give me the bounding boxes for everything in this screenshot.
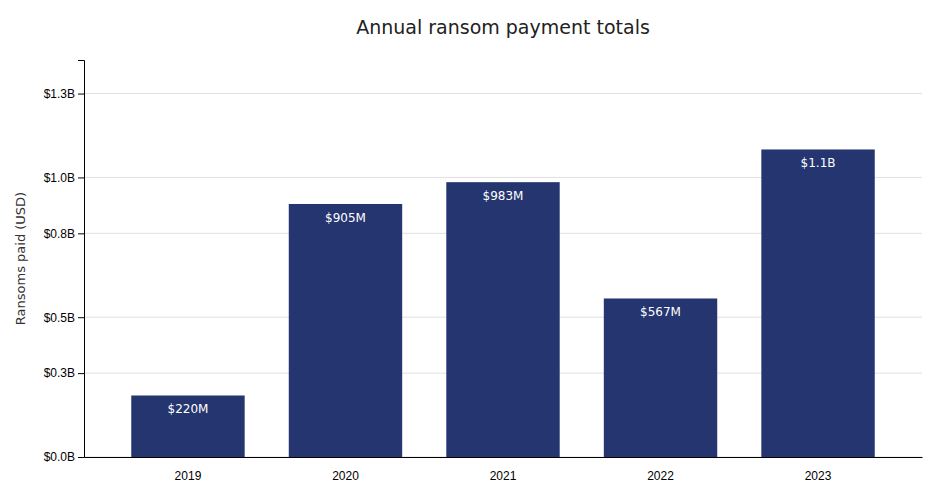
tick-label: $0.3B [44,366,75,380]
bar [761,149,874,457]
bars [131,149,874,457]
tick: 2021 [490,469,517,483]
data-label: $567M [640,305,681,319]
tick: $1.3B [44,87,84,101]
plot: $0.0B$0.3B$0.5B$0.8B$1.0B$1.3B2019202020… [44,61,923,484]
tick-mark [78,233,84,234]
chart: $0.0B$0.3B$0.5B$0.8B$1.0B$1.3B2019202020… [0,0,946,501]
tick-label: $0.8B [44,227,75,241]
bar [446,182,559,457]
tick-label: $0.5B [44,311,75,325]
tick-label: 2021 [490,469,517,483]
tick-mark [78,373,84,374]
axis-line [78,61,85,458]
tick: $0.3B [44,366,84,380]
tick: $0.5B [44,311,84,325]
y-axis: $0.0B $0.3B $0.5B $0.8B $1.0B $1.3B [44,61,85,465]
tick: 2019 [175,469,202,483]
data-label: $1.1B [801,156,836,170]
tick-label: 2022 [647,469,674,483]
tick: 2022 [647,469,674,483]
x-axis: 2019 2020 2021 2022 2023 [85,458,923,484]
data-label: $905M [325,211,366,225]
tick-mark [78,457,84,458]
tick: 2020 [332,469,359,483]
title: Annual ransom payment totals [356,16,650,38]
tick-label: $1.3B [44,87,75,101]
tick-mark [78,94,84,95]
tick: $0.8B [44,227,84,241]
tick: $0.0B [44,450,84,464]
tick-mark [78,317,84,318]
data-labels: $220M $905M $983M $567M $1.1B [168,156,836,416]
data-label: $983M [483,189,524,203]
tick: $1.0B [44,171,84,185]
tick: 2023 [805,469,832,483]
tick-label: 2023 [805,469,832,483]
bar [604,298,717,457]
bar [131,395,244,457]
axis-title: Ransoms paid (USD) [13,192,28,325]
tick-mark [78,177,84,178]
grid [84,94,922,457]
tick-label: 2019 [175,469,202,483]
axis-line [85,457,923,458]
data-label: $220M [168,402,209,416]
tick-label: 2020 [332,469,359,483]
tick-label: $0.0B [44,450,75,464]
tick-label: $1.0B [44,171,75,185]
grid-line [84,93,922,94]
bar [289,204,402,457]
